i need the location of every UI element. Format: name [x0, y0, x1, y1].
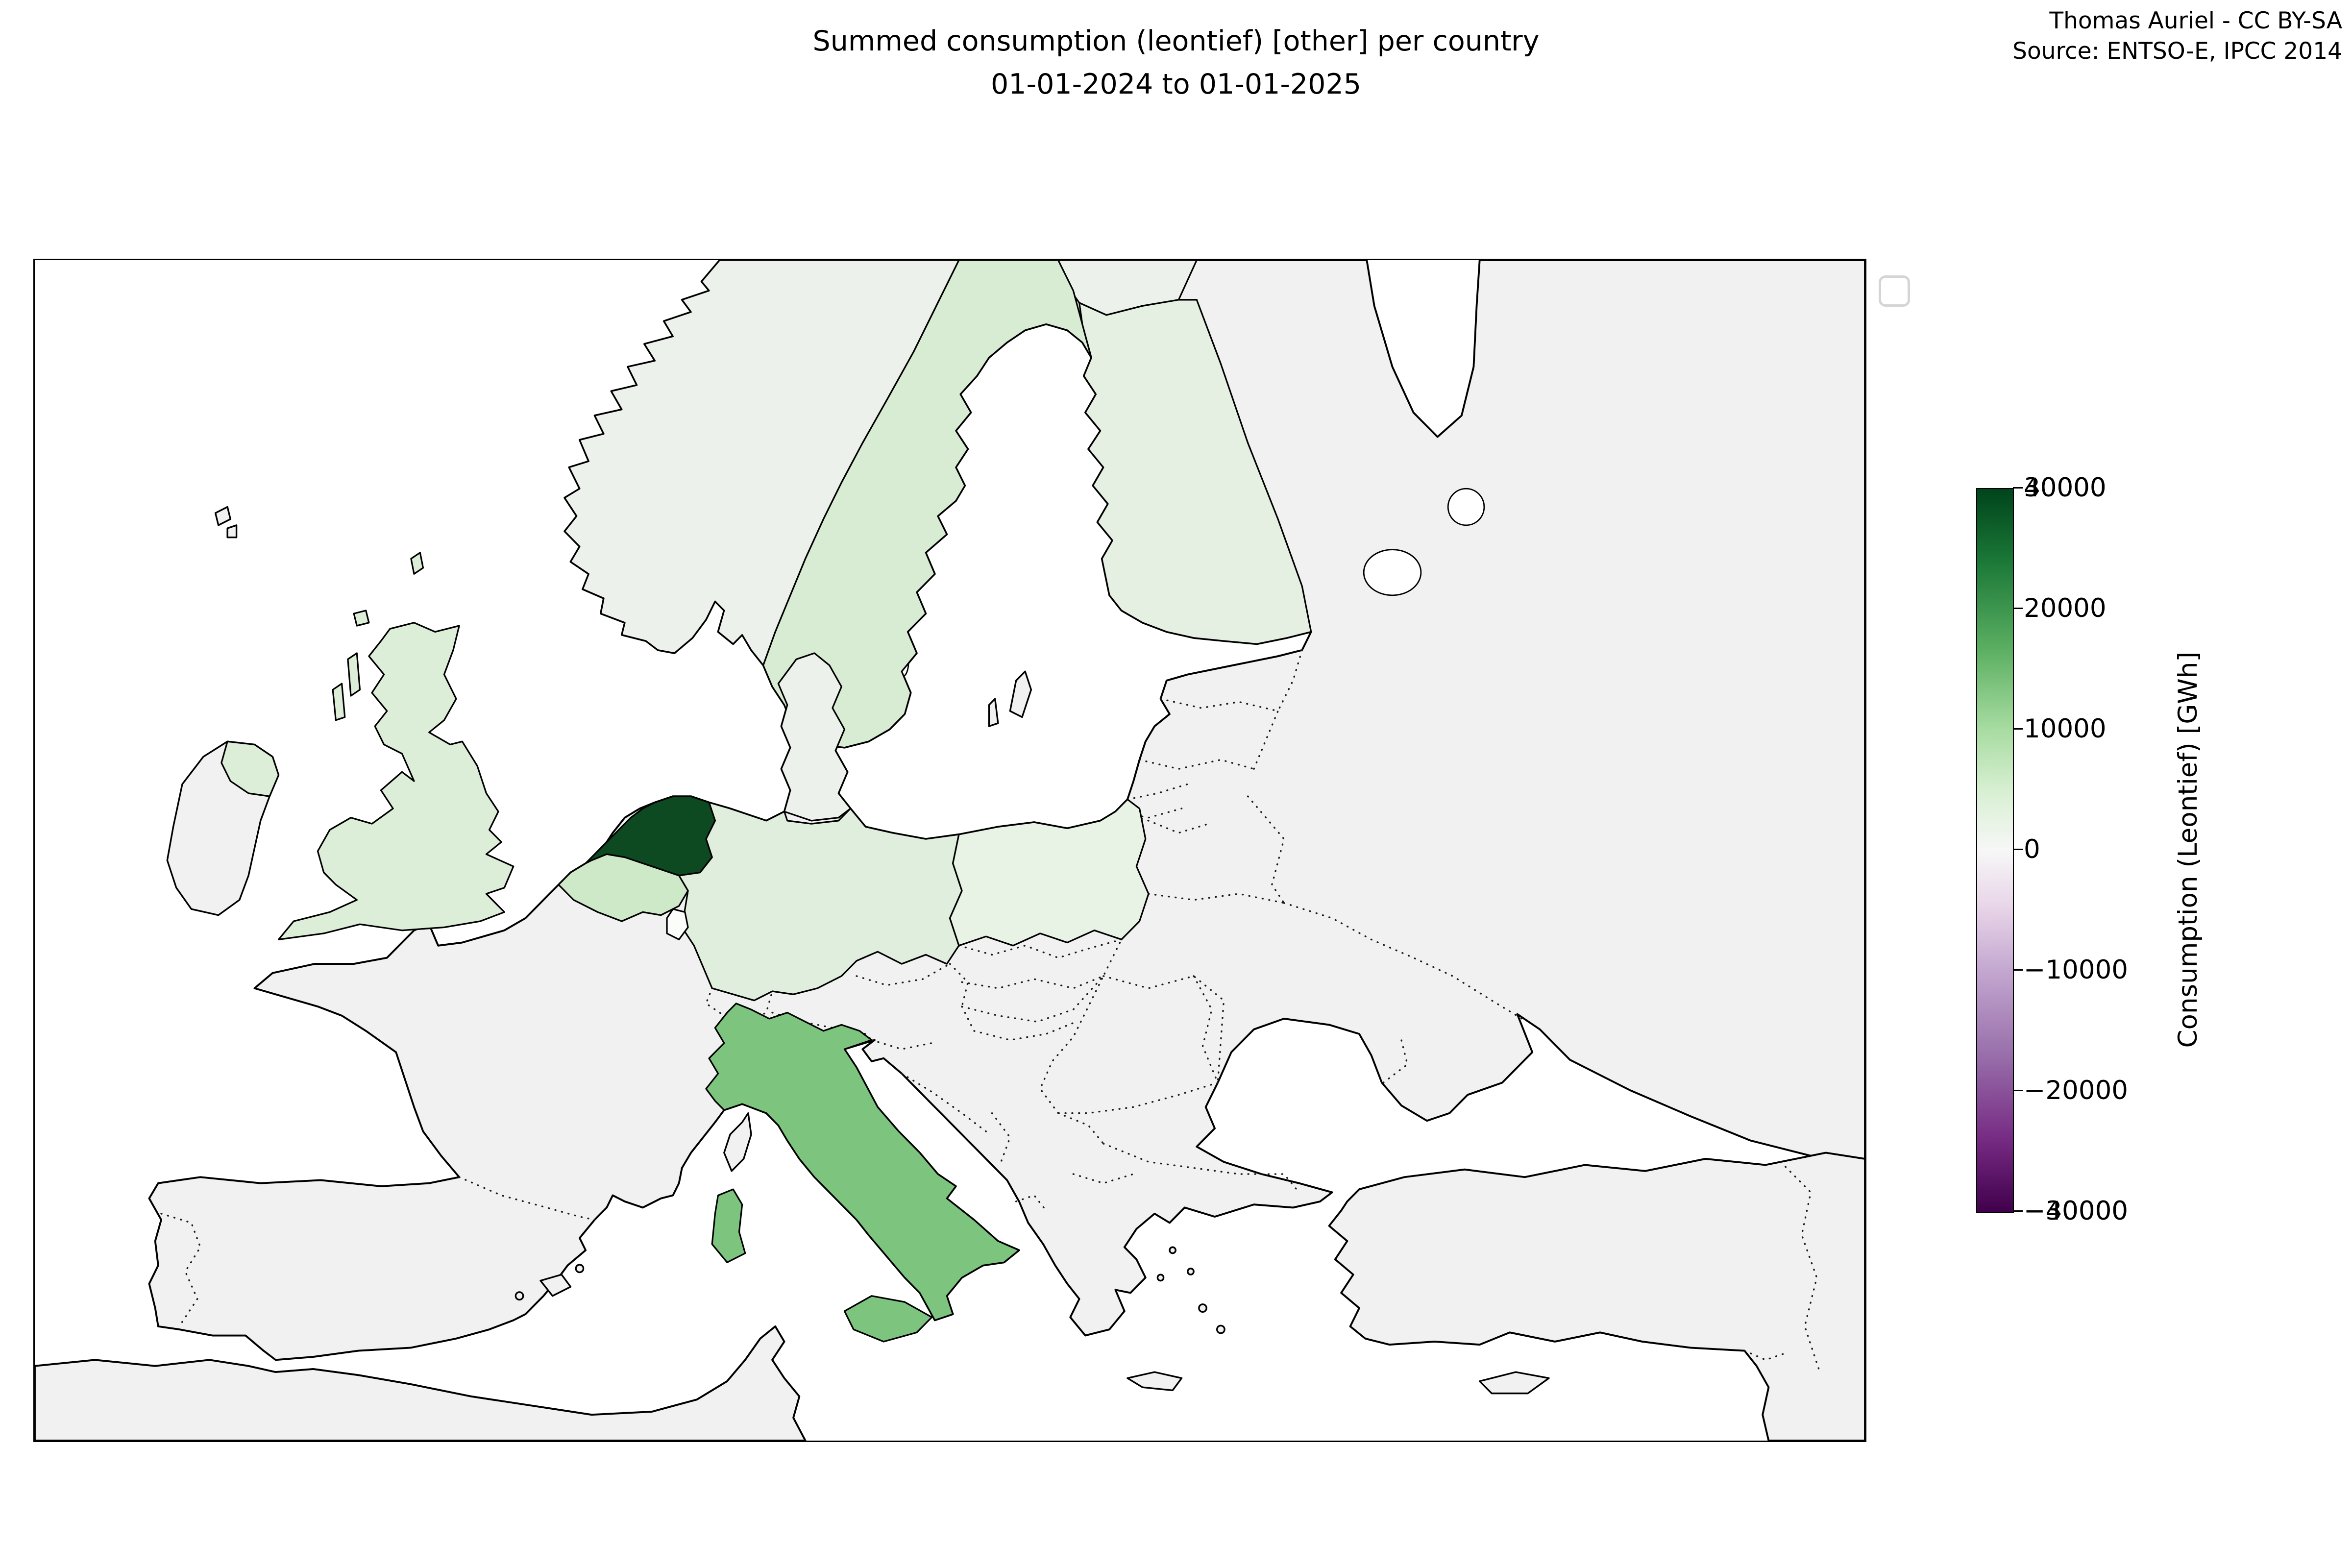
colorbar-tick	[2013, 608, 2023, 609]
country-great-britain	[277, 622, 514, 940]
landmass-north-africa	[35, 1325, 807, 1441]
island-faroe	[214, 506, 231, 526]
island-cyprus	[1478, 1371, 1550, 1395]
country-denmark-jutland	[777, 652, 852, 822]
colorbar	[1976, 488, 2014, 1213]
island-rhodes	[1216, 1324, 1225, 1334]
country-italy-sicily	[843, 1295, 933, 1343]
colorbar-tick	[2013, 1210, 2023, 1212]
colorbar-tick	[2013, 849, 2023, 850]
aegean-islet	[1187, 1268, 1195, 1275]
country-poland	[949, 798, 1150, 947]
island-crete	[1127, 1371, 1183, 1392]
island-majorca	[539, 1274, 572, 1297]
country-italy	[705, 1003, 1020, 1322]
colorbar-label-10000: 10000	[2024, 714, 2107, 744]
empty-legend-box[interactable]	[1879, 275, 1910, 307]
colorbar-tick	[2013, 969, 2023, 971]
europe-choropleth-svg	[35, 260, 1865, 1441]
country-borders-dotted	[160, 299, 1821, 1373]
country-gb-northern-ireland	[220, 740, 280, 797]
colorbar-label-40000-overlap: 40000	[2024, 473, 2107, 503]
colorbar-label-neg40000-overlap: −40000	[2024, 1196, 2129, 1226]
island-ibiza	[514, 1291, 524, 1301]
attribution: Thomas Auriel - CC BY-SA Source: ENTSO-E…	[2012, 6, 2342, 67]
country-gb-orkney	[353, 610, 370, 627]
island-oland	[988, 698, 999, 727]
europe-map-panel	[33, 259, 1866, 1442]
landmass-anatolia	[1328, 1152, 1865, 1441]
colorbar-label-20000: 20000	[2024, 593, 2107, 623]
country-luxembourg	[666, 908, 689, 940]
figure-title-line1: Summed consumption (leontief) [other] pe…	[812, 25, 1540, 57]
colorbar-tick	[2013, 487, 2023, 489]
country-finland	[1078, 299, 1312, 645]
country-gb-hebrides	[332, 652, 361, 721]
colorbar-tick	[2013, 1090, 2023, 1091]
country-belgium	[558, 853, 689, 922]
country-gb-shetland	[410, 552, 424, 575]
lakes	[865, 488, 1485, 677]
colorbar-label-0: 0	[2024, 834, 2040, 864]
aegean-islet	[1169, 1246, 1176, 1254]
colorbar-label-30000: 30000	[2024, 473, 2107, 503]
country-sweden	[762, 260, 1092, 749]
island-menorca	[575, 1264, 585, 1274]
figure-title: Summed consumption (leontief) [other] pe…	[0, 20, 2352, 106]
figure-title-line2: 01-01-2024 to 01-01-2025	[991, 68, 1361, 101]
island-gotland	[1009, 670, 1032, 718]
aegean-islet	[1156, 1274, 1165, 1282]
lake-ladoga	[1363, 549, 1422, 596]
colorbar-tick	[2013, 728, 2023, 730]
country-italy-sardinia	[711, 1188, 746, 1263]
attribution-source: Source: ENTSO-E, IPCC 2014	[2012, 38, 2342, 65]
country-germany	[678, 801, 963, 1002]
aegean-islet	[1198, 1303, 1207, 1313]
colorbar-label-neg20000: −20000	[2024, 1076, 2129, 1105]
island-corsica	[723, 1112, 752, 1172]
island-faroe-2	[226, 524, 238, 539]
colorbar-label-neg10000: −10000	[2024, 955, 2129, 985]
colorbar-label-neg30000: −30000	[2024, 1196, 2129, 1226]
attribution-author: Thomas Auriel - CC BY-SA	[2049, 7, 2342, 34]
lake-onega	[1447, 488, 1485, 526]
colorbar-axis-label: Consumption (Leontief) [GWh]	[2173, 651, 2203, 1048]
